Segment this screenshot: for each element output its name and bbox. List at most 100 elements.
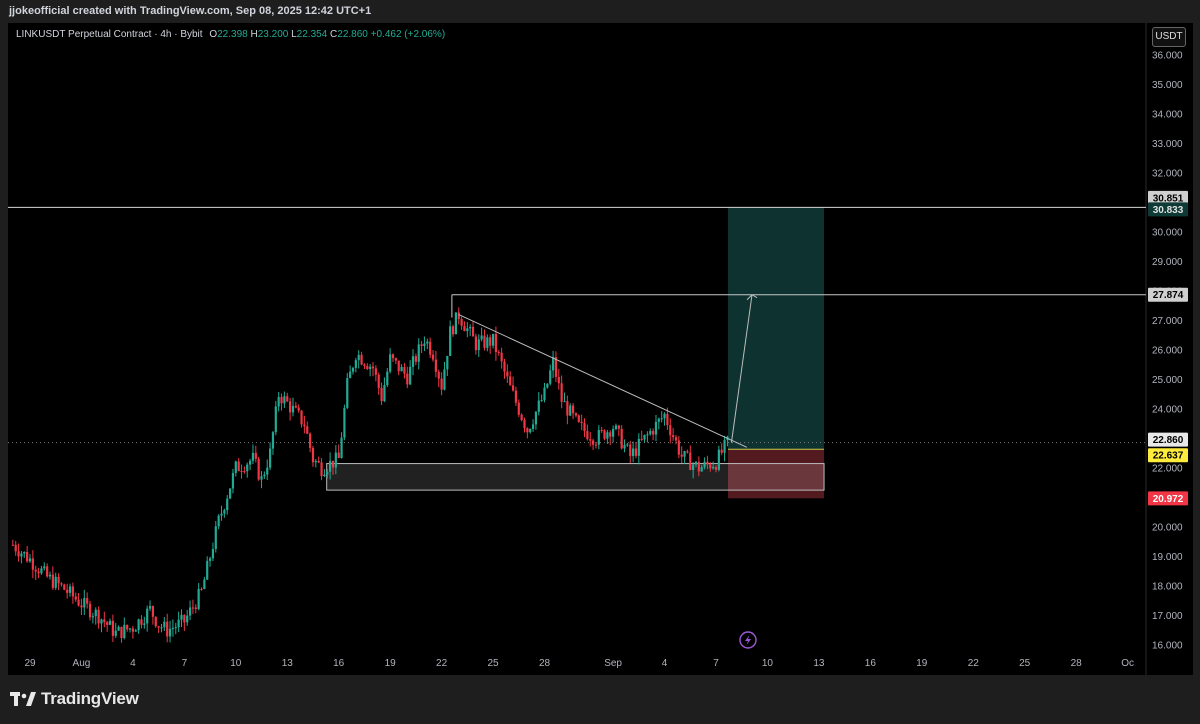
change-value: +0.462 (+2.06%)	[370, 29, 446, 40]
candle-body	[68, 586, 72, 593]
candle-body	[391, 354, 395, 359]
attribution-text: jjokeofficial created with TradingView.c…	[9, 5, 372, 17]
candle-body	[274, 406, 277, 433]
candle-body	[174, 627, 177, 629]
attribution-bar: jjokeofficial created with TradingView.c…	[0, 0, 1200, 23]
candle-body	[214, 526, 217, 550]
x-tick-label: 25	[487, 658, 499, 669]
candle-body	[706, 461, 709, 465]
candle-body	[669, 425, 672, 436]
candle-body	[86, 598, 89, 604]
candle-body	[206, 560, 209, 580]
x-tick-label: 16	[865, 658, 877, 669]
x-tick-label: 29	[24, 658, 36, 669]
candle-body	[389, 354, 392, 372]
candle-body	[31, 558, 34, 570]
candle-body	[231, 472, 235, 489]
candle-body	[329, 460, 332, 472]
candle-body	[603, 430, 606, 439]
close-value: 22.860	[337, 29, 368, 40]
candle-body	[420, 344, 423, 346]
candle-body	[697, 461, 700, 472]
x-tick-label: Aug	[73, 658, 91, 669]
y-tick-label: 26.000	[1152, 346, 1183, 357]
candle-body	[54, 576, 57, 588]
candle-body	[497, 352, 500, 354]
candle-body	[403, 367, 406, 374]
currency-button[interactable]: USDT	[1152, 27, 1186, 47]
candle-body	[234, 461, 237, 473]
candle-body	[660, 418, 663, 420]
candle-body	[223, 510, 226, 514]
candle-body	[363, 364, 366, 367]
candle-body	[580, 421, 583, 424]
candle-body	[197, 588, 200, 610]
candle-body	[643, 434, 646, 440]
y-tick-label: 16.000	[1152, 641, 1183, 652]
candle-body	[634, 448, 638, 456]
candle-body	[489, 337, 492, 346]
candle-body	[37, 571, 40, 574]
candle-body	[583, 423, 586, 432]
candle-body	[646, 434, 649, 436]
candle-body	[200, 588, 203, 590]
candle-body	[177, 619, 180, 628]
tradingview-logo: TradingView	[10, 689, 139, 709]
chart-area[interactable]: 36.00035.00034.00033.00032.00031.00030.0…	[8, 23, 1193, 675]
price-tag-entry-bg	[1148, 448, 1188, 463]
candle-body	[317, 460, 320, 463]
candle-body	[106, 622, 109, 625]
candle-body	[657, 418, 660, 422]
candle-body	[251, 452, 255, 461]
candle-body	[712, 467, 715, 469]
candle-body	[128, 628, 132, 630]
candle-body	[466, 328, 469, 332]
price-chart[interactable]: 36.00035.00034.00033.00032.00031.00030.0…	[8, 23, 1193, 675]
candle-body	[546, 383, 549, 388]
candle-body	[297, 407, 300, 411]
candle-body	[509, 376, 512, 386]
candle-body	[134, 630, 137, 632]
candle-body	[137, 619, 140, 631]
candle-body	[417, 344, 420, 362]
candle-body	[486, 337, 489, 348]
candle-body	[194, 607, 197, 610]
candle-body	[291, 405, 295, 413]
price-tag-resistance-bg	[1148, 287, 1188, 302]
candle-body	[571, 405, 575, 414]
candle-body	[88, 603, 92, 618]
x-tick-label: 13	[813, 658, 825, 669]
candle-body	[217, 515, 220, 527]
candle-body	[243, 471, 246, 473]
candle-body	[286, 396, 289, 402]
x-tick-label: 22	[436, 658, 448, 669]
candle-body	[66, 589, 69, 593]
y-tick-label: 29.000	[1152, 257, 1183, 268]
candle-body	[108, 620, 112, 625]
y-tick-label: 32.000	[1152, 169, 1183, 180]
candle-body	[280, 396, 283, 404]
x-tick-label: 13	[282, 658, 294, 669]
candle-body	[471, 326, 475, 337]
candle-body	[326, 471, 329, 475]
candle-body	[549, 370, 552, 384]
candle-body	[311, 447, 315, 463]
candle-body	[366, 366, 369, 370]
candle-body	[146, 608, 149, 624]
candle-body	[103, 619, 106, 623]
x-tick-label: 7	[182, 658, 188, 669]
x-tick-label: 19	[916, 658, 928, 669]
candle-body	[460, 319, 463, 326]
candle-body	[477, 339, 480, 351]
candle-body	[506, 371, 509, 377]
target-zone	[728, 207, 825, 450]
candle-body	[440, 378, 443, 390]
price-tag-target-bg	[1148, 202, 1188, 217]
candle-body	[340, 437, 343, 459]
candle-body	[677, 440, 680, 455]
symbol-title[interactable]: LINKUSDT Perpetual Contract · 4h · Bybit	[16, 29, 203, 40]
candle-body	[166, 621, 169, 637]
price-tag-last-bg	[1148, 432, 1188, 447]
candle-body	[100, 619, 103, 624]
y-tick-label: 18.000	[1152, 582, 1183, 593]
